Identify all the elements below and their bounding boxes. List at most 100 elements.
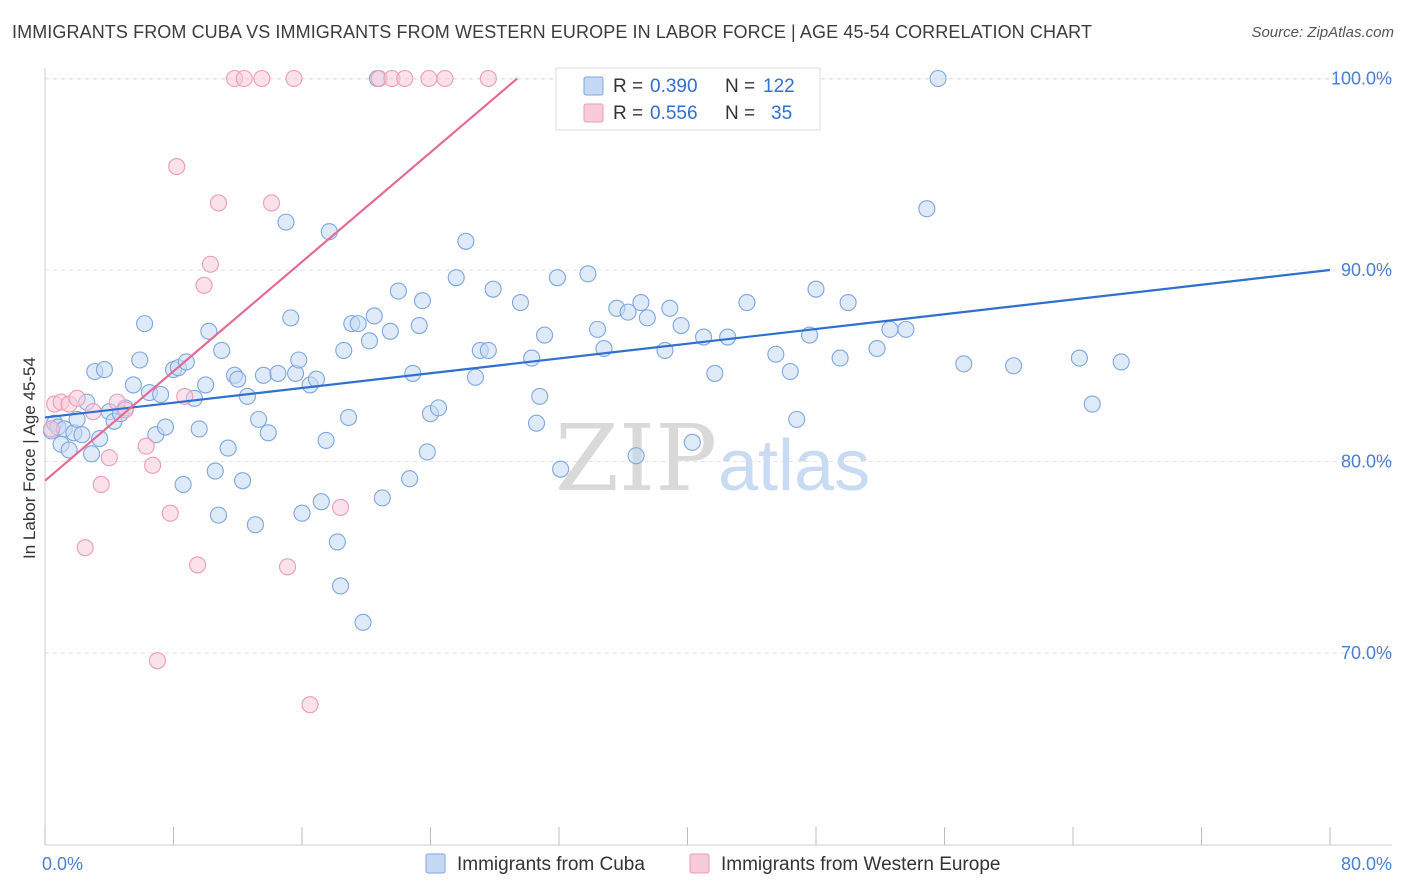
legend-r-label-western-europe: R = <box>613 103 643 124</box>
cuba-point <box>73 426 91 444</box>
western-europe-point <box>195 276 213 294</box>
cuba-point <box>238 387 256 405</box>
cuba-point <box>381 322 399 340</box>
cuba-point <box>511 294 530 312</box>
western-europe-point <box>209 194 228 212</box>
bottom-legend-label-cuba: Immigrants from Cuba <box>457 854 645 875</box>
axes <box>44 68 1392 846</box>
y-tick-label: 70.0% <box>1341 643 1392 663</box>
western-europe-point <box>253 69 271 88</box>
cuba-point <box>331 577 350 595</box>
cuba-point <box>200 322 218 340</box>
cuba-point <box>152 385 170 404</box>
cuba-point <box>447 269 465 287</box>
cuba-point <box>174 475 192 494</box>
correlation-legend: R = 0.390 N = 122 R = 0.556 N = 35 <box>555 67 821 131</box>
cuba-points <box>42 69 1130 631</box>
western-europe-point <box>148 652 166 670</box>
cuba-point <box>410 316 428 335</box>
cuba-point <box>429 399 448 417</box>
western-europe-point <box>396 69 414 88</box>
cuba-point <box>340 408 358 427</box>
legend-n-value-western-europe: 35 <box>771 103 792 124</box>
legend-r-label-cuba: R = <box>613 76 643 97</box>
cuba-point <box>206 462 224 480</box>
cuba-point <box>293 504 311 522</box>
western-europe-point <box>278 558 297 576</box>
western-europe-point <box>92 475 110 494</box>
legend-r-value-western-europe: 0.556 <box>650 103 698 124</box>
western-europe-point <box>76 539 94 557</box>
cuba-point <box>156 418 175 436</box>
cuba-point <box>124 376 142 394</box>
chart-title: IMMIGRANTS FROM CUBA VS IMMIGRANTS FROM … <box>12 22 1093 42</box>
cuba-point <box>738 294 756 312</box>
cuba-point <box>277 213 295 231</box>
cuba-point <box>523 349 541 367</box>
cuba-point <box>213 341 231 359</box>
cuba-point <box>354 613 372 631</box>
cuba-point <box>579 265 597 283</box>
x-tick-label-min: 0.0% <box>42 854 83 874</box>
tick-labels: 70.0% 80.0% 90.0% 100.0% 0.0% 80.0% <box>42 69 1392 875</box>
cuba-point <box>548 269 566 287</box>
western-europe-point <box>189 556 207 574</box>
cuba-point <box>781 362 799 381</box>
cuba-point <box>1070 349 1088 367</box>
cuba-point <box>918 200 936 218</box>
western-europe-point <box>168 158 186 176</box>
cuba-point <box>229 370 247 388</box>
x-tick-label-max: 80.0% <box>1341 854 1392 874</box>
cuba-point <box>365 307 383 325</box>
cuba-point <box>683 433 701 451</box>
western-europe-trend-line <box>44 77 518 482</box>
cuba-point <box>401 470 419 488</box>
source-credit: Source: ZipAtlas.com <box>1251 24 1394 41</box>
cuba-point <box>466 368 485 386</box>
cuba-point <box>373 489 391 507</box>
western-europe-point <box>144 456 162 474</box>
cuba-point <box>661 299 679 317</box>
watermark-atlas: atlas <box>718 426 870 506</box>
cuba-point <box>404 364 422 382</box>
cuba-point <box>706 364 724 382</box>
western-europe-points <box>42 69 497 714</box>
cuba-point <box>282 309 300 327</box>
cuba-point <box>60 441 78 459</box>
cuba-point <box>638 309 656 327</box>
western-europe-point <box>42 420 60 438</box>
western-europe-point <box>161 504 179 522</box>
cuba-point <box>360 332 379 350</box>
western-europe-point <box>201 255 219 273</box>
cuba-point <box>312 493 330 511</box>
cuba-point <box>627 447 645 465</box>
bottom-legend-swatch-western-europe <box>689 853 710 874</box>
cuba-point <box>246 516 264 534</box>
bottom-legend-label-western-europe: Immigrants from Western Europe <box>721 854 1000 875</box>
western-europe-point <box>68 389 86 407</box>
cuba-point <box>317 431 335 449</box>
y-tick-label: 100.0% <box>1331 69 1392 89</box>
cuba-point <box>955 355 973 373</box>
cuba-point <box>91 429 109 448</box>
trend-lines <box>44 77 1331 482</box>
cuba-point <box>234 472 252 490</box>
legend-n-value-cuba: 122 <box>763 76 795 97</box>
legend-n-label-cuba: N = <box>725 76 755 97</box>
cuba-point <box>349 315 367 333</box>
cuba-point <box>259 424 277 442</box>
cuba-point <box>807 280 825 298</box>
legend-swatch-western-europe <box>583 103 604 123</box>
western-europe-point <box>262 194 281 212</box>
cuba-point <box>136 315 154 333</box>
legend-swatch-cuba <box>583 76 604 96</box>
cuba-point <box>250 410 268 428</box>
cuba-point <box>219 439 237 457</box>
western-europe-point <box>235 69 253 88</box>
bottom-legend-swatch-cuba <box>425 853 446 874</box>
cuba-point <box>190 420 208 438</box>
cuba-point <box>484 280 502 298</box>
cuba-point <box>839 294 857 312</box>
series-legend: Immigrants from Cuba Immigrants from Wes… <box>425 853 1000 875</box>
cuba-point <box>131 351 149 369</box>
